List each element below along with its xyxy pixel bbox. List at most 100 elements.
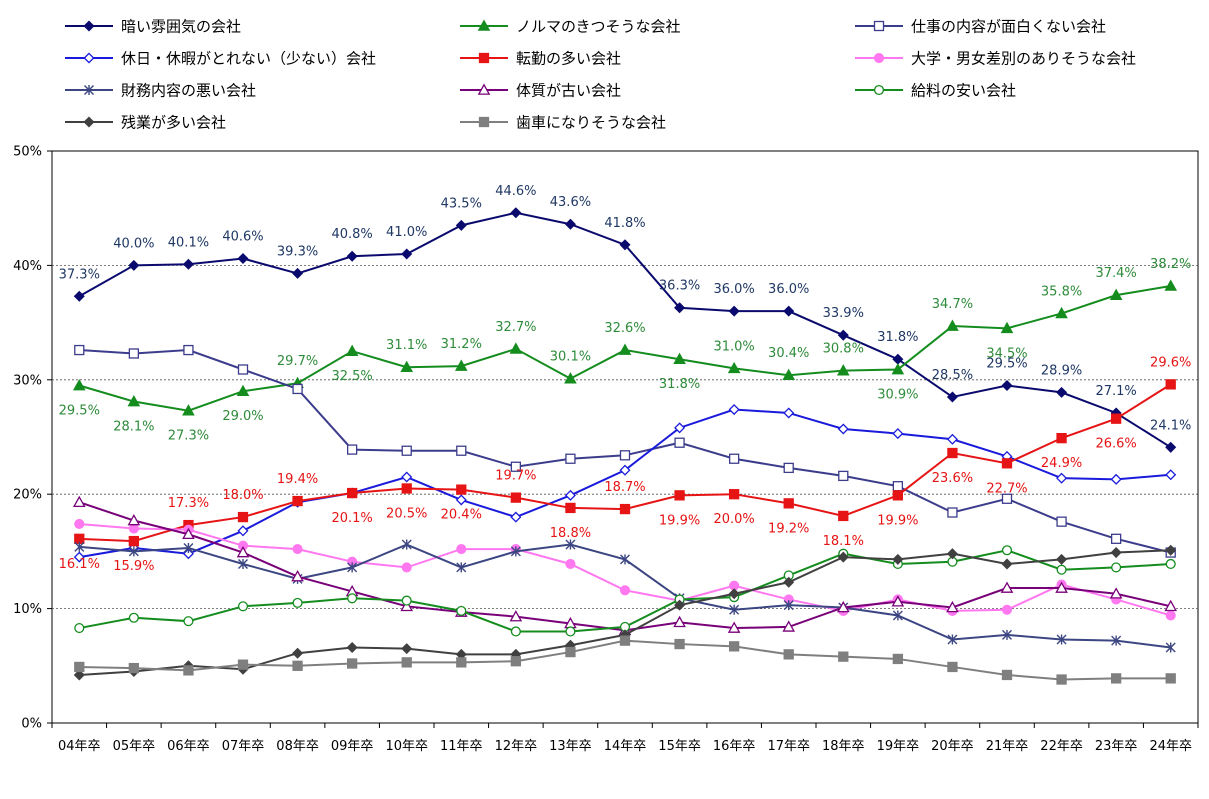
data-point [456,562,467,573]
legend-item: 大学・男女差別のありそうな会社 [855,50,1136,68]
data-point [128,612,139,623]
data-label: 35.8% [1041,284,1082,299]
legend-label: 大学・男女差別のありそうな会社 [911,50,1136,68]
data-point [73,290,85,302]
series [72,279,1178,416]
data-point [1110,473,1122,485]
data-point [1109,587,1123,599]
data-point [346,250,358,262]
y-tick-label: 0% [21,717,42,732]
legend-label: 体質が古い会社 [516,82,621,100]
data-point [236,546,250,558]
x-tick-label: 18年卒 [822,739,865,754]
data-point [783,576,795,588]
data-point [728,404,740,416]
data-point [1056,472,1068,484]
data-point [837,423,849,435]
legend-item: 転勤の多い会社 [460,50,621,68]
data-label: 31.8% [659,377,700,392]
data-point [565,626,576,637]
data-label: 40.1% [168,235,209,250]
data-label: 18.7% [604,480,645,495]
data-point [401,595,412,606]
data-point [565,453,576,464]
data-point [237,253,249,265]
data-point [892,428,904,440]
legend-item: 残業が多い会社 [65,114,226,132]
data-label: 34.7% [932,297,973,312]
data-point [1000,321,1014,334]
legend-marker-circle [873,84,885,96]
data-point [1055,581,1068,593]
legend-marker-triangle [477,19,491,31]
data-point [292,647,304,659]
x-tick-label: 04年卒 [58,739,101,754]
data-labels: 16.1% 15.9% 17.3% 18.0% 19.4% 20.1% 20.5% 20.4%… [59,355,1192,574]
data-label: 17.3% [168,496,209,511]
data-label: 19.2% [768,521,809,536]
data-label: 20.1% [331,511,372,526]
data-point [74,622,85,634]
data-label: 34.5% [986,346,1027,361]
data-point [565,646,576,658]
data-label: 15.9% [113,559,154,574]
data-point [1056,516,1067,527]
data-point [1056,553,1068,565]
data-labels: 37.3% 40.0% 40.1% 40.6% 39.3% 40.8% 41.0% 43.5%… [59,184,1192,434]
data-label: 27.3% [168,429,209,444]
data-point [946,433,958,445]
legend-label: 歯車になりそうな会社 [516,114,666,132]
data-point [1165,558,1176,570]
data-point [619,503,631,515]
data-label: 20.5% [386,506,427,521]
data-point [1165,642,1176,653]
data-point [674,599,686,611]
data-point [182,527,195,540]
data-point [1164,599,1178,612]
data-point [401,539,412,550]
data-point [727,361,741,374]
x-tick-label: 24年卒 [1149,739,1192,754]
data-point [1000,581,1014,593]
data-point [73,551,85,563]
legend-marker-square [478,52,490,64]
data-point [619,464,631,476]
data-label: 31.1% [386,338,427,353]
x-tick-label: 13年卒 [549,739,592,754]
data-point [509,610,523,622]
y-tick-label: 50% [13,145,42,160]
x-tick-label: 06年卒 [167,739,210,754]
data-label: 30.9% [877,388,918,403]
data-point [946,391,958,403]
data-label: 29.6% [1150,355,1191,370]
x-tick-label: 09年卒 [331,739,374,754]
data-label: 20.0% [713,512,754,527]
y-tick-label: 40% [13,259,42,274]
x-tick-label: 19年卒 [877,739,920,754]
data-point [182,258,194,270]
data-point [564,372,577,384]
y-tick-label: 10% [13,602,42,617]
data-label: 36.3% [659,279,700,294]
legend-marker-diamond [83,52,95,64]
data-label: 30.8% [823,342,864,357]
data-point [728,305,740,317]
data-point [1001,558,1013,570]
legend-label: 給料の安い会社 [911,82,1016,100]
data-label: 38.2% [1150,257,1191,272]
data-point [565,502,576,514]
x-tick-label: 08年卒 [276,739,319,754]
data-label: 43.5% [441,196,482,211]
data-point [73,669,85,681]
data-point [565,539,576,550]
data-point [292,660,303,671]
data-label: 29.5% [986,357,1027,372]
legend-marker-circle [873,52,885,64]
data-label: 18.0% [222,488,263,503]
data-point [783,649,794,660]
data-point [292,544,303,555]
legend-marker-star [84,85,94,95]
data-labels-layer: 37.3% 40.0% 40.1% 40.6% 39.3% 40.8% 41.0% 43.5%… [59,184,1192,574]
data-point [619,585,631,596]
data-point [838,651,849,662]
